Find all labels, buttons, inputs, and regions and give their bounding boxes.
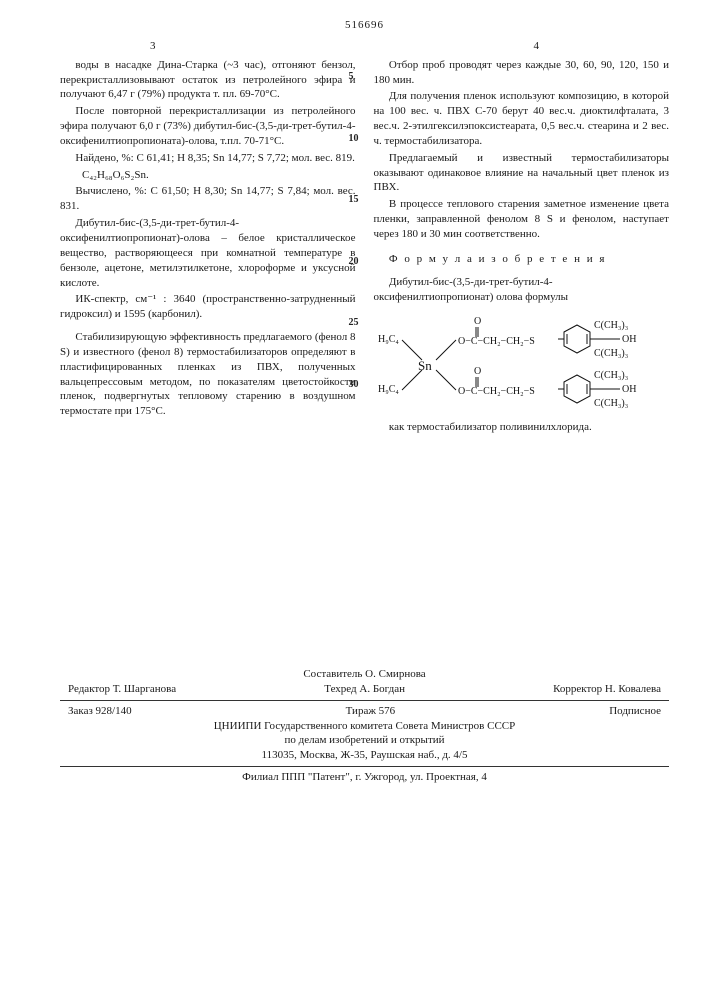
compiler-line: Составитель О. Смирнова [60,667,669,682]
corrector: Корректор Н. Ковалева [553,682,661,697]
linenum: 25 [349,316,359,330]
chem-o-dbl: O [474,366,481,377]
page-num-right: 4 [534,39,540,54]
para: воды в насадке Дина-Старка (~3 час), отг… [60,58,356,103]
para: Найдено, %: С 61,41; H 8,35; Sn 14,77; S… [60,151,356,166]
org-line: ЦНИИПИ Государственного комитета Совета … [60,719,669,734]
text-columns: воды в насадке Дина-Старка (~3 час), отг… [60,58,669,438]
chem-o-dbl: O [474,316,481,327]
chem-chain-top: O−C−CH₂−CH₂−S [458,336,535,347]
divider [60,766,669,767]
para: Для получения пленок используют композиц… [374,89,670,148]
chemical-structure: H₉C₄ H₉C₄ Sn O O−C−CH₂−CH₂−S [374,310,670,420]
subscription: Подписное [609,704,661,719]
linenum: 20 [349,255,359,269]
patent-page: 516696 3 4 5 10 15 20 25 30 воды в насад… [0,0,707,1000]
structure-svg: H₉C₄ H₉C₄ Sn O O−C−CH₂−CH₂−S [374,310,654,420]
ring-oh: OH [622,334,636,345]
document-number: 516696 [60,18,669,33]
para: Стабилизирующую эффективность предлагаем… [60,330,356,419]
org-line: по делам изобретений и открытий [60,733,669,748]
claims-heading: Ф о р м у л а и з о б р е т е н и я [374,252,670,267]
divider [60,700,669,701]
address-line: 113035, Москва, Ж-35, Раушская наб., д. … [60,748,669,763]
order-row: Заказ 928/140 Тираж 576 Подписное [60,704,669,719]
para: Дибутил-бис-(3,5-ди-трет-бутил-4-оксифен… [60,216,356,290]
ring-sub: C(CH₃)₃ [594,398,628,409]
chem-left-top: H₉C₄ [378,334,399,345]
tech-editor: Техред А. Богдан [324,682,405,697]
linenum: 30 [349,378,359,392]
para: как термостабилизатор поливинилхлорида. [374,420,670,435]
address-line: Филиал ППП "Патент", г. Ужгород, ул. Про… [60,770,669,785]
para: Предлагаемый и известный термостабилизат… [374,151,670,196]
para: В процессе теплового старения заметное и… [374,197,670,242]
imprint-footer: Составитель О. Смирнова Редактор Т. Шарг… [60,667,669,785]
para-formula: С₄₂H₆₈O₆S₂Sn. [60,168,356,183]
chem-left-bot: H₉C₄ [378,384,399,395]
ring-oh: OH [622,384,636,395]
circulation: Тираж 576 [346,704,396,719]
para: После повторной перекристаллизации из пе… [60,104,356,149]
ring-sub: C(CH₃)₃ [594,370,628,381]
chem-center: Sn [418,358,432,373]
chem-chain-bot: O−C−CH₂−CH₂−S [458,386,535,397]
staff-row: Редактор Т. Шарганова Техред А. Богдан К… [60,682,669,697]
para: Вычислено, %: С 61,50; H 8,30; Sn 14,77;… [60,184,356,214]
linenum: 5 [349,70,359,84]
page-num-left: 3 [150,39,156,54]
ring-sub: C(CH₃)₃ [594,320,628,331]
editor: Редактор Т. Шарганова [68,682,176,697]
column-left: воды в насадке Дина-Старка (~3 час), отг… [60,58,356,438]
ring-sub: C(CH₃)₃ [594,348,628,359]
line-number-gutter: 5 10 15 20 25 30 [349,70,359,391]
para: Дибутил-бис-(3,5-ди-трет-бутил-4-оксифен… [374,275,670,305]
column-right: Отбор проб проводят через каждые 30, 60,… [374,58,670,438]
linenum: 15 [349,193,359,207]
para: Отбор проб проводят через каждые 30, 60,… [374,58,670,88]
order-no: Заказ 928/140 [68,704,132,719]
column-page-numbers: 3 4 [60,39,669,54]
linenum: 10 [349,132,359,146]
para: ИК-спектр, см⁻¹ : 3640 (пространственно-… [60,292,356,322]
